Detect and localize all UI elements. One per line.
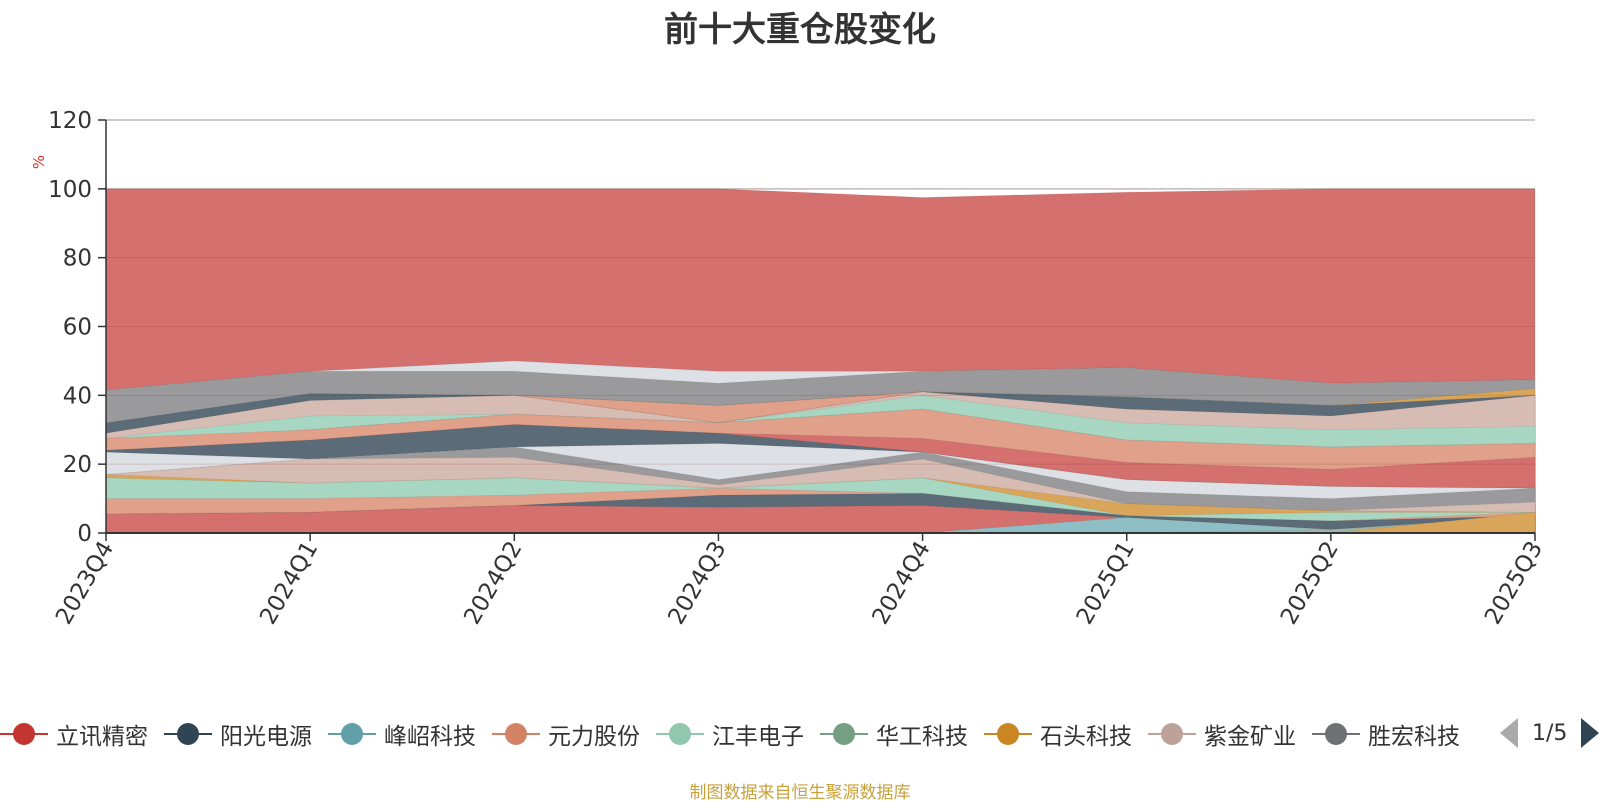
y-tick-label: 0	[77, 521, 92, 547]
y-tick-label: 120	[48, 108, 92, 134]
y-tick-label: 20	[63, 452, 92, 478]
legend-page-indicator: 1/5	[1532, 720, 1568, 746]
y-axis-label: %	[30, 155, 48, 169]
x-tick-label: 2025Q2	[1276, 537, 1344, 629]
chart-title: 前十大重仓股变化	[664, 10, 936, 50]
legend-marker-icon	[0, 723, 48, 745]
x-tick-label: 2025Q1	[1072, 537, 1140, 629]
legend-item[interactable]: 立讯精密	[0, 715, 148, 753]
legend-label: 元力股份	[548, 724, 640, 750]
legend-item[interactable]: 阳光电源	[164, 715, 312, 753]
legend-item[interactable]: 华工科技	[820, 715, 968, 753]
legend-label: 江丰电子	[712, 724, 804, 750]
x-tick-label: 2025Q3	[1480, 537, 1548, 629]
x-tick-label: 2024Q1	[255, 537, 323, 629]
legend-label: 立讯精密	[56, 724, 148, 750]
legend-marker-icon	[1312, 723, 1360, 745]
legend-marker-icon	[656, 723, 704, 745]
legend-marker-icon	[984, 723, 1032, 745]
legend-marker-icon	[820, 723, 868, 745]
source-note: 制图数据来自恒生聚源数据库	[689, 783, 911, 803]
legend-label: 阳光电源	[220, 724, 312, 750]
legend-marker-icon	[1148, 723, 1196, 745]
y-tick-label: 40	[63, 383, 92, 409]
legend-label: 峰岹科技	[384, 724, 476, 750]
legend-prev-arrow-icon[interactable]	[1500, 718, 1518, 748]
stacked-areas	[105, 119, 1536, 534]
legend-item[interactable]: 胜宏科技	[1312, 715, 1460, 753]
legend-label: 紫金矿业	[1204, 724, 1296, 750]
legend-label: 石头科技	[1040, 724, 1132, 750]
x-tick-label: 2024Q3	[663, 537, 731, 629]
legend-marker-icon	[328, 723, 376, 745]
legend-item[interactable]: 江丰电子	[656, 715, 804, 753]
legend-marker-icon	[492, 723, 540, 745]
y-tick-label: 100	[48, 177, 92, 203]
legend-item[interactable]: 峰岹科技	[328, 715, 476, 753]
legend-item[interactable]: 元力股份	[492, 715, 640, 753]
area-chart: 0 20 40 60 80 100 120 2023Q4 2024Q1 2024Q2 2024Q3 2…	[30, 108, 1548, 629]
x-tick-label: 2024Q2	[459, 537, 527, 629]
x-tick-label: 2023Q4	[51, 537, 119, 629]
x-tick-label: 2024Q4	[868, 537, 936, 629]
y-tick-label: 80	[63, 246, 92, 272]
y-tick-label: 60	[63, 315, 92, 341]
legend-item[interactable]: 石头科技	[984, 715, 1132, 753]
legend-label: 胜宏科技	[1368, 724, 1460, 750]
legend-marker-icon	[164, 723, 212, 745]
legend-label: 华工科技	[876, 724, 968, 750]
legend-next-arrow-icon[interactable]	[1581, 718, 1600, 748]
legend: 立讯精密 阳光电源 峰岹科技 元力股份 江丰电子 华工科技 石头科技 紫金矿业 胜宏科技	[0, 715, 1490, 753]
legend-item[interactable]: 紫金矿业	[1148, 715, 1296, 753]
legend-pager: 1/5	[1500, 718, 1600, 748]
